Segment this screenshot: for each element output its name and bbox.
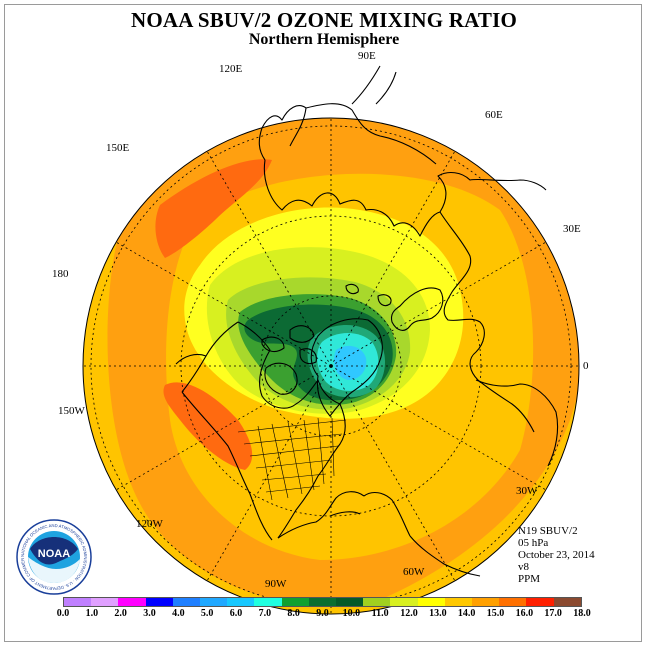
gulf-of-mexico	[277, 491, 365, 539]
colorbar-tick-label: 2.0	[114, 608, 127, 619]
caribbean	[329, 491, 411, 537]
meridian-60w	[330, 365, 456, 582]
lon-label-150w: 150W	[58, 405, 85, 417]
field-16-17-west-pacific	[155, 159, 272, 258]
map-title: NOAA SBUV/2 OZONE MIXING RATIO	[131, 8, 517, 32]
colorbar-tick-label: 0.0	[56, 608, 70, 619]
meridian-120w	[206, 365, 332, 582]
lon-label-0: 0	[583, 360, 589, 372]
colorbar-tick-label: 1.0	[85, 608, 99, 619]
colorbar-swatch	[390, 598, 418, 606]
colorbar-tick-label: 12.0	[400, 608, 418, 619]
noaa-logo: NOAA NATIONAL OCEANIC AND ATMOSPHERIC AD…	[16, 519, 92, 595]
lon-label-150e: 150E	[106, 142, 130, 154]
north-america-coast	[237, 321, 346, 539]
colorbar-swatch	[118, 598, 146, 606]
meridian-120e	[206, 150, 332, 367]
lon-label-60e: 60E	[485, 109, 503, 121]
figure-frame	[4, 4, 642, 642]
meridian-150w	[115, 365, 332, 491]
colorbar-swatch	[553, 598, 581, 606]
colorbar-swatch	[444, 598, 473, 606]
south-america-coast	[409, 535, 481, 577]
meridian-30e	[330, 241, 547, 367]
lon-label-120e: 120E	[219, 63, 243, 75]
logo-text: NOAA	[38, 548, 70, 560]
lon-label-30e: 30E	[563, 223, 581, 235]
scandinavia-coast	[390, 287, 444, 331]
state-grid	[237, 417, 347, 501]
europe-coast	[439, 211, 535, 433]
colorbar-swatch	[64, 598, 92, 606]
colorbar-swatch	[227, 598, 255, 606]
colorbar-swatch	[417, 598, 445, 606]
meridian-150e	[115, 241, 332, 367]
colorbar-tick-label: 11.0	[371, 608, 389, 619]
colorbar-swatch	[363, 598, 391, 606]
lon-label-90w: 90W	[265, 578, 287, 590]
lon-label-180: 180	[52, 268, 69, 280]
colorbar-swatch	[254, 598, 282, 606]
colorbar-tick-label: 6.0	[229, 608, 243, 619]
field-6-7	[333, 345, 367, 380]
west-coast-america	[181, 391, 273, 541]
colorbar-tick-label: 7.0	[258, 608, 272, 619]
colorbar-swatch	[172, 598, 201, 606]
alaska-coast	[175, 321, 239, 393]
usa-state-borders	[237, 417, 347, 501]
asia-coast	[263, 159, 547, 237]
meridian-60e	[330, 150, 456, 367]
colorbar-tick-label: 17.0	[544, 608, 562, 619]
lon-label-30w: 30W	[516, 485, 538, 497]
pressure-level-label: 05 hPa	[518, 537, 549, 549]
lon-label-120w: 120W	[136, 518, 163, 530]
colorbar-tick-label: 16.0	[515, 608, 534, 619]
colorbar-tick-label: 10.0	[342, 608, 361, 619]
colorbar-swatch	[200, 598, 228, 606]
colorbar-swatch	[336, 598, 364, 606]
colorbar-tick-label: 8.0	[287, 608, 300, 619]
colorbar-swatch	[499, 598, 527, 606]
meridian-30w	[330, 365, 547, 491]
africa-coast	[475, 379, 559, 467]
date-label: October 23, 2014	[518, 549, 595, 561]
china-coast	[305, 103, 437, 165]
colorbar-swatch	[472, 598, 500, 606]
hudson-bay	[264, 362, 298, 395]
product-info: N19 SBUV/2 05 hPa October 23, 2014 v8 PP…	[518, 525, 595, 585]
colorbar-tick-label: 14.0	[457, 608, 476, 619]
map-boundary	[82, 117, 580, 615]
lon-label-60w: 60W	[403, 566, 425, 578]
colorbar-swatch	[91, 598, 119, 606]
colorbar-tick-label: 4.0	[172, 608, 185, 619]
instrument-label: N19 SBUV/2	[518, 525, 578, 537]
colorbar-swatch	[308, 598, 337, 606]
colorbar-swatch	[526, 598, 554, 606]
colorbar-tick-label: 18.0	[573, 608, 591, 619]
field-16-17-east-pacific	[163, 382, 253, 470]
units-label: PPM	[518, 573, 541, 585]
coastlines	[175, 65, 559, 577]
map-subtitle: Northern Hemisphere	[248, 31, 400, 48]
colorbar-tick-label: 15.0	[486, 608, 505, 619]
lon-label-90e: 90E	[358, 50, 376, 62]
greenland-coast	[310, 318, 383, 417]
japan-islands	[351, 65, 397, 105]
colorbar-swatch	[281, 598, 309, 606]
kamchatka-coast	[258, 105, 307, 161]
colorbar-tick-label: 5.0	[200, 608, 214, 619]
colorbar-tick-label: 13.0	[429, 608, 447, 619]
colorbar-tick-label: 3.0	[143, 608, 156, 619]
colorbar-swatch	[145, 598, 173, 606]
colorbar-tick-label: 9.0	[316, 608, 329, 619]
colorbar	[63, 597, 582, 607]
arctic-islands	[261, 283, 392, 365]
version-label: v8	[518, 561, 529, 573]
